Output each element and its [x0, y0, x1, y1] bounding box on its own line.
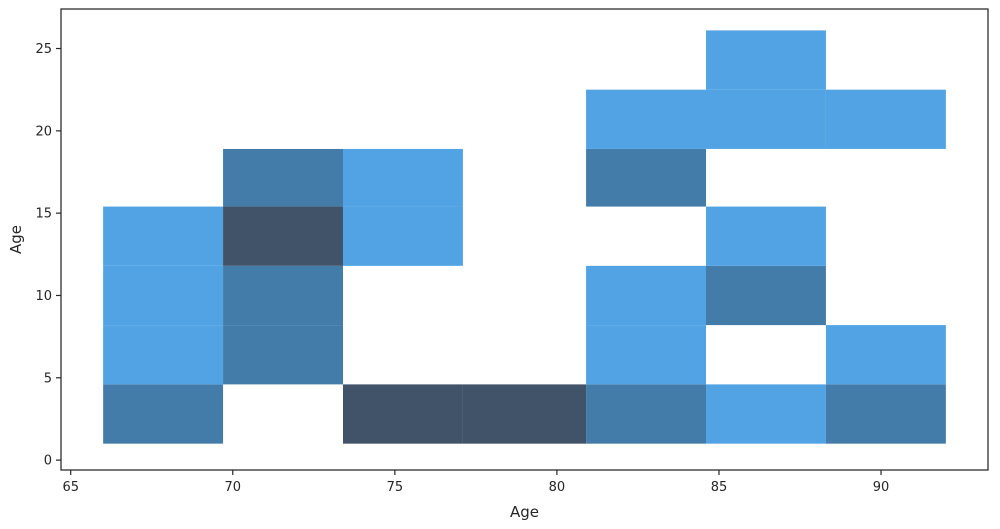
heatmap-cell [342, 148, 463, 207]
heatmap-cell [586, 89, 707, 149]
heatmap-cell [103, 384, 224, 444]
y-tick-label: 15 [35, 207, 52, 222]
x-tick-label: 75 [387, 480, 404, 495]
heatmap-cell [706, 206, 826, 266]
heatmap-cell [706, 89, 826, 149]
plot-frame [60, 8, 989, 471]
heatmap-cell [586, 384, 707, 444]
axis-ticks: 65 70 75 80 85 90 0 5 10 15 20 25 [35, 42, 889, 495]
x-tick-label: 70 [225, 480, 242, 495]
heatmap-cell [223, 206, 343, 266]
heatmap-cell [706, 30, 826, 90]
x-tick-label: 90 [873, 480, 890, 495]
heatmap-cell [586, 265, 707, 326]
heatmap-cell [462, 384, 587, 444]
heatmap-cell [342, 384, 463, 444]
heatmap-cell [586, 148, 707, 207]
heatmap-cell [103, 206, 224, 266]
y-tick-label: 10 [35, 289, 52, 304]
y-tick-label: 5 [44, 371, 52, 386]
heatmap-cell [103, 265, 224, 326]
x-tick-label: 80 [549, 480, 566, 495]
heatmap-cell [223, 265, 343, 326]
heatmap-cell [223, 325, 343, 385]
heatmap-cells [103, 30, 946, 444]
x-tick-label: 65 [62, 480, 79, 495]
heatmap-cell [103, 325, 224, 385]
heatmap-cell [706, 384, 826, 444]
heatmap-cell [586, 325, 707, 385]
heatmap-cell [223, 148, 343, 207]
y-axis-title: Age [7, 225, 25, 254]
y-tick-label: 25 [35, 42, 52, 57]
x-axis-title: Age [510, 503, 539, 521]
heatmap-cell [825, 89, 946, 149]
heatmap-cell [825, 325, 946, 385]
heatmap-cell [825, 384, 946, 444]
y-tick-label: 20 [35, 124, 52, 139]
y-tick-label: 0 [44, 454, 52, 469]
x-tick-label: 85 [711, 480, 728, 495]
heatmap-cell [342, 206, 463, 266]
heatmap-cell [706, 265, 826, 326]
